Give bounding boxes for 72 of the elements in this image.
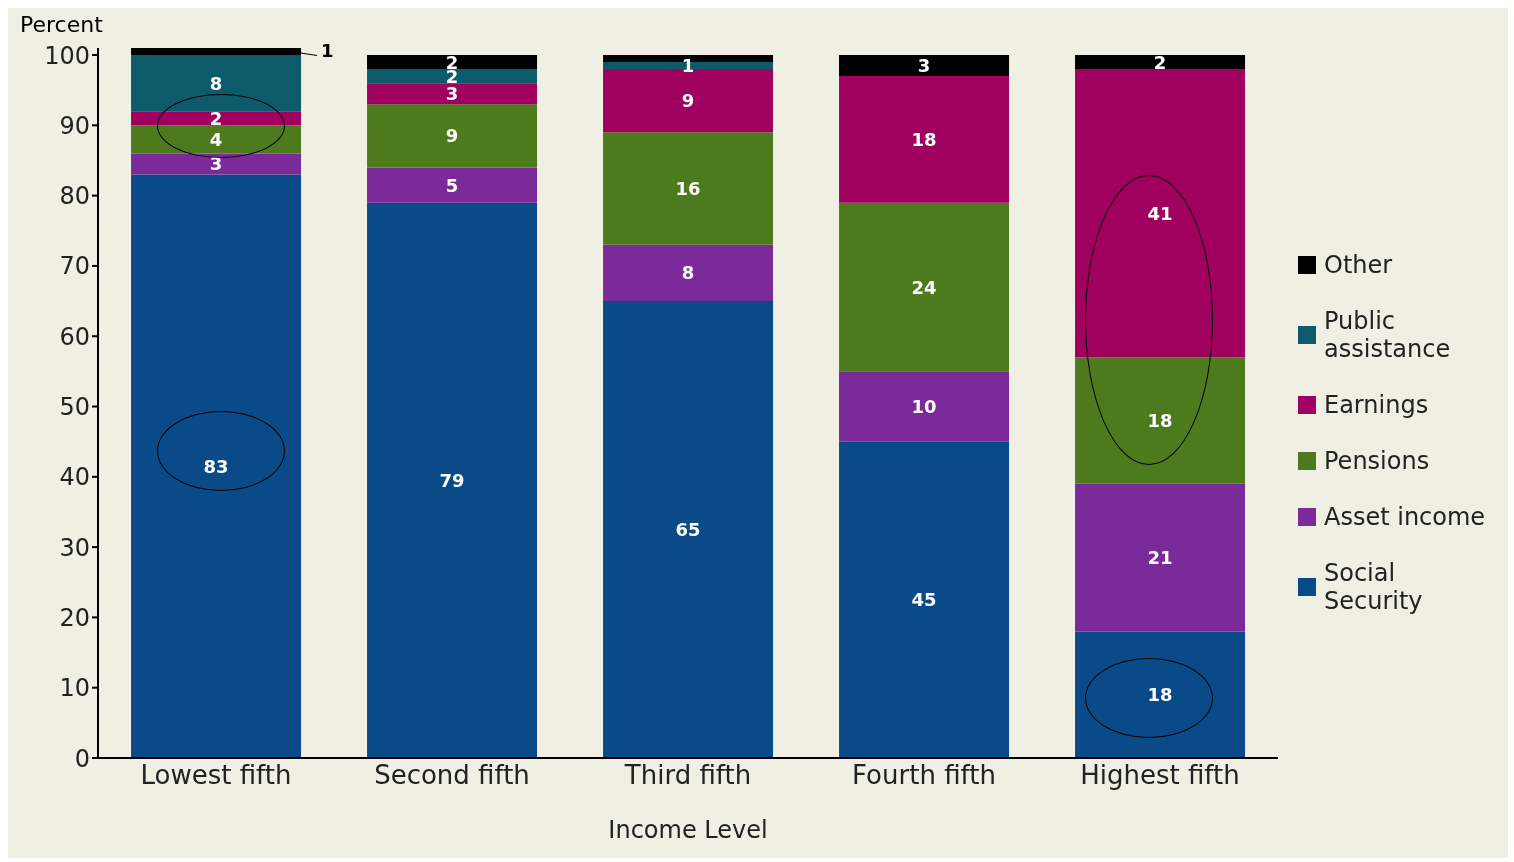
y-tick-label: 50 <box>59 393 90 422</box>
data-label: 8 <box>681 262 695 284</box>
y-tick-label: 10 <box>59 674 90 703</box>
bar <box>1075 69 1246 358</box>
bar <box>131 111 302 126</box>
y-tick-label: 80 <box>59 182 90 211</box>
data-label: 10 <box>911 396 937 418</box>
y-tick-label: 30 <box>59 533 90 562</box>
y-tick-label: 60 <box>59 322 90 351</box>
bar <box>131 153 302 175</box>
bar <box>1075 483 1246 632</box>
x-tick-label: Second fifth <box>374 760 530 791</box>
x-tick-label: Highest fifth <box>1080 760 1240 791</box>
data-label: 21 <box>1147 547 1173 569</box>
bar <box>839 55 1010 77</box>
data-label: 41 <box>1147 202 1173 224</box>
bar <box>839 371 1010 442</box>
y-axis-title: Percent <box>20 12 103 37</box>
bar <box>367 104 538 168</box>
bar <box>1075 357 1246 484</box>
y-tick-label: 100 <box>44 41 90 70</box>
bar <box>367 167 538 203</box>
legend-label: Other <box>1324 251 1393 279</box>
data-label: 1 <box>321 39 334 61</box>
data-label: 24 <box>911 276 937 298</box>
data-label: 9 <box>681 90 695 112</box>
bar <box>603 244 774 302</box>
x-tick-label: Third fifth <box>623 760 752 791</box>
data-label: 45 <box>911 589 937 611</box>
y-tick-label: 70 <box>59 252 90 281</box>
legend-label: Earnings <box>1324 391 1429 419</box>
x-tick-label: Fourth fifth <box>852 760 996 791</box>
bar <box>839 441 1010 758</box>
data-label: 3 <box>445 83 459 105</box>
bar <box>839 76 1010 203</box>
bar <box>131 174 302 758</box>
data-label: 3 <box>209 153 223 175</box>
data-label: 5 <box>445 174 459 196</box>
legend-label: Asset income <box>1324 503 1486 531</box>
legend-label: Pensions <box>1324 447 1430 475</box>
data-label: 18 <box>1147 410 1173 432</box>
y-tick-label: 20 <box>59 603 90 632</box>
bar <box>1075 55 1246 70</box>
x-axis-title: Income Level <box>608 816 768 844</box>
legend-label: Public assistance <box>1324 307 1452 363</box>
bar <box>603 301 774 758</box>
bar <box>367 202 538 758</box>
bar <box>131 125 302 154</box>
x-tick-label: Lowest fifth <box>140 760 292 791</box>
data-label: 2 <box>1153 51 1167 73</box>
data-label: 18 <box>1147 684 1173 706</box>
data-label: 4 <box>209 128 223 150</box>
bar <box>603 132 774 245</box>
data-label: 9 <box>445 125 459 147</box>
y-tick-label: 40 <box>59 463 90 492</box>
data-label: 83 <box>203 455 229 477</box>
bar <box>367 69 538 84</box>
y-tick-label: 90 <box>59 111 90 140</box>
legend-label: Social Security <box>1324 559 1424 615</box>
y-tick-label: 0 <box>74 744 90 773</box>
data-label: 3 <box>917 55 931 77</box>
data-label: 8 <box>209 72 223 94</box>
bar <box>131 55 302 112</box>
data-label: 65 <box>675 519 701 541</box>
data-label: 18 <box>911 128 937 150</box>
bar <box>367 83 538 105</box>
bar <box>367 55 538 70</box>
bar <box>1075 631 1246 758</box>
data-label: 79 <box>439 469 465 491</box>
bar <box>839 202 1010 372</box>
data-label: 16 <box>675 178 701 200</box>
data-label: 2 <box>209 107 223 129</box>
